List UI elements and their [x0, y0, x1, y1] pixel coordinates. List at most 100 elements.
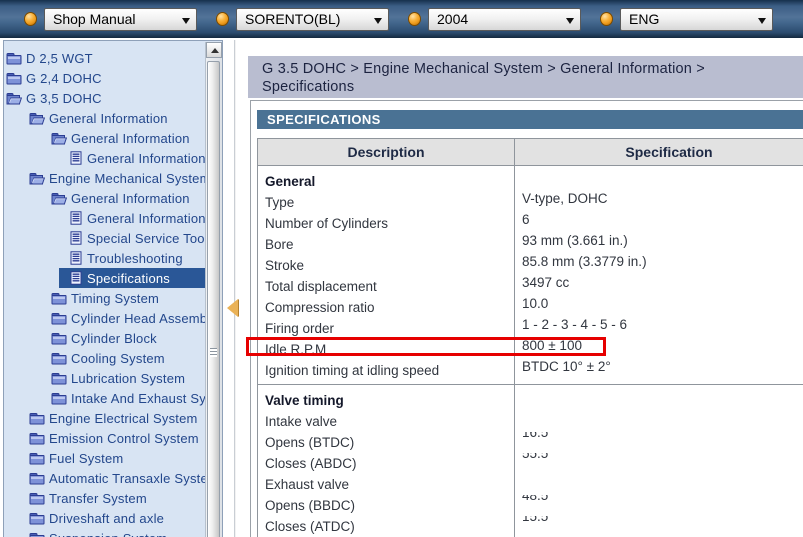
- nav-tree-panel: D 2,5 WGT G 2,4 DOHC G 3,5 DOHC General …: [3, 40, 223, 537]
- tree-scrollbar[interactable]: [205, 42, 222, 537]
- tree-item-engine-mechanical-system[interactable]: Engine Mechanical System: [5, 168, 206, 188]
- folder-closed-icon: [29, 412, 45, 425]
- table-row-opens-btdc: Opens (BTDC) 16.5°: [258, 432, 803, 453]
- tree-item-d-2-5-wgt[interactable]: D 2,5 WGT: [5, 48, 206, 68]
- tree-item-g-3-5-dohc[interactable]: G 3,5 DOHC: [5, 88, 206, 108]
- tree-item-label: Driveshaft and axle: [49, 510, 165, 526]
- table-row-exhaust-valve: Exhaust valve: [258, 474, 803, 495]
- section-title-bar: SPECIFICATIONS: [257, 110, 803, 129]
- folder-open-icon: [29, 172, 45, 185]
- dropdown-model-year[interactable]: 2004: [428, 7, 581, 31]
- tree-item-intake-and-exhaust-system[interactable]: Intake And Exhaust System: [5, 388, 206, 408]
- tree-item-engine-electrical-system[interactable]: Engine Electrical System: [5, 408, 206, 428]
- folder-closed-icon: [51, 352, 67, 365]
- table-section-general: General Type V-type, DOHC Number of Cylinde…: [246, 166, 803, 384]
- tree-item-cylinder-block[interactable]: Cylinder Block: [5, 328, 206, 348]
- specification-cell: 93 mm (3.661 in.): [514, 234, 803, 255]
- tree-item-general-information[interactable]: General Information: [5, 128, 206, 148]
- dropdown-value: SORENTO(BL): [245, 11, 341, 27]
- folder-open-icon: [6, 92, 22, 105]
- tree-item-troubleshooting[interactable]: Troubleshooting: [5, 248, 206, 268]
- table-row-opens-bbdc: Opens (BBDC) 48.5°: [258, 495, 803, 516]
- table-row-number-of-cylinders: Number of Cylinders 6: [258, 213, 803, 234]
- breadcrumb-line: Specifications: [262, 79, 355, 95]
- description-cell: General: [265, 174, 316, 189]
- tree-item-label: Cylinder Block: [71, 330, 157, 346]
- dropdown-arrow-icon: [566, 17, 574, 24]
- tree-item-specifications[interactable]: Specifications: [5, 268, 206, 288]
- tree-item-driveshaft-and-axle[interactable]: Driveshaft and axle: [5, 508, 206, 528]
- specification-cell: V-type, DOHC: [514, 192, 803, 213]
- description-cell: Valve timing: [265, 393, 344, 408]
- toolbar: Shop Manual SORENTO(BL) 2004 ENG: [0, 0, 803, 38]
- specification-cell: [514, 166, 803, 171]
- tree-item-label: General Information: [71, 190, 190, 206]
- tree-item-special-service-tools[interactable]: Special Service Tools: [5, 228, 206, 248]
- folder-closed-icon: [51, 392, 67, 405]
- tree-item-label: Engine Electrical System: [49, 410, 198, 426]
- dropdown-vehicle-model[interactable]: SORENTO(BL): [236, 7, 389, 31]
- tree-item-suspension-system[interactable]: Suspension System: [5, 528, 206, 537]
- dropdown-manual-type[interactable]: Shop Manual: [44, 7, 197, 31]
- tree-item-cooling-system[interactable]: Cooling System: [5, 348, 206, 368]
- description-cell: Number of Cylinders: [265, 216, 389, 231]
- tree-item-g-2-4-dohc[interactable]: G 2,4 DOHC: [5, 68, 206, 88]
- dropdown-arrow-icon: [374, 17, 382, 24]
- description-cell: Total displacement: [265, 279, 377, 294]
- tree-item-label: General Information: [87, 210, 206, 226]
- tree-item-label: Emission Control System: [49, 430, 199, 446]
- scrollbar-thumb[interactable]: [207, 61, 220, 537]
- collapse-left-icon[interactable]: [227, 299, 238, 317]
- description-cell: Type: [265, 195, 295, 210]
- table-row-intake-valve: Intake valve: [258, 411, 803, 432]
- dropdown-group-manual-type: Shop Manual: [24, 7, 197, 31]
- table-row-closes-abdc: Closes (ABDC) 55.5°: [258, 453, 803, 474]
- splitter-ridge: [234, 40, 236, 537]
- specification-cell: 800 ± 100: [514, 339, 803, 360]
- tree-item-emission-control-system[interactable]: Emission Control System: [5, 428, 206, 448]
- folder-open-icon: [29, 112, 45, 125]
- specification-cell: 15.5°: [514, 516, 803, 537]
- orange-bullet-icon: [408, 12, 421, 26]
- specification-cell: [514, 385, 803, 390]
- tree-item-general-information[interactable]: General Information: [5, 208, 206, 228]
- document-icon: [69, 151, 83, 165]
- specification-cell: [514, 411, 803, 432]
- tree-item-transfer-system[interactable]: Transfer System: [5, 488, 206, 508]
- tree-item-lubrication-system[interactable]: Lubrication System: [5, 368, 206, 388]
- tree-item-fuel-system[interactable]: Fuel System: [5, 448, 206, 468]
- folder-closed-icon: [51, 332, 67, 345]
- column-header-description: Description: [347, 144, 425, 160]
- table-row-bore: Bore 93 mm (3.661 in.): [258, 234, 803, 255]
- dropdown-language[interactable]: ENG: [620, 7, 773, 31]
- content-frame: SPECIFICATIONS Description Specification…: [246, 100, 803, 537]
- folder-closed-icon: [51, 372, 67, 385]
- tree-item-timing-system[interactable]: Timing System: [5, 288, 206, 308]
- specification-cell: [514, 381, 803, 384]
- dropdown-group-vehicle-model: SORENTO(BL): [216, 7, 389, 31]
- tree-item-label: Troubleshooting: [87, 250, 183, 266]
- tree-item-label: Specifications: [87, 270, 171, 286]
- tree-item-general-information[interactable]: General Information: [5, 148, 206, 168]
- folder-closed-icon: [6, 72, 22, 85]
- document-icon: [69, 231, 83, 245]
- scrollbar-grip-icon: [210, 348, 217, 357]
- tree-item-automatic-transaxle-system[interactable]: Automatic Transaxle System: [5, 468, 206, 488]
- specification-cell: 10.0: [514, 297, 803, 318]
- scroll-up-button[interactable]: [206, 42, 222, 58]
- specification-cell: [514, 390, 803, 411]
- orange-bullet-icon: [600, 12, 613, 26]
- description-cell: Ignition timing at idling speed: [265, 363, 440, 378]
- specification-cell: 85.8 mm (3.3779 in.): [514, 255, 803, 276]
- section-title-row: General: [258, 171, 803, 192]
- tree-item-label: Engine Mechanical System: [49, 170, 206, 186]
- section-title-row: Valve timing: [258, 390, 803, 411]
- description-cell: Idle R.P.M: [265, 342, 327, 357]
- tree-item-general-information[interactable]: General Information: [5, 108, 206, 128]
- tree-item-general-information[interactable]: General Information: [5, 188, 206, 208]
- description-cell: Exhaust valve: [265, 477, 350, 492]
- folder-closed-icon: [29, 492, 45, 505]
- tree-item-cylinder-head-assembly[interactable]: Cylinder Head Assembly: [5, 308, 206, 328]
- tree-item-label: General Information: [87, 150, 206, 166]
